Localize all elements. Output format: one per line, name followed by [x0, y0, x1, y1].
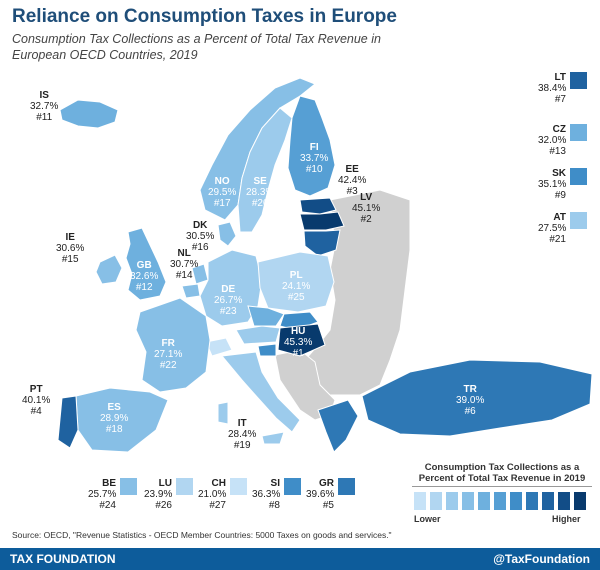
label-gb: GB 32.6% #12 — [130, 260, 159, 293]
label-pl: PL 24.1% #25 — [282, 270, 311, 303]
country-dk — [217, 221, 237, 247]
label-fi: FI 33.7% #10 — [300, 142, 329, 175]
country-ie — [95, 254, 123, 285]
country-cz — [247, 305, 285, 327]
side-label-sk: SK 35.1% #9 — [538, 168, 567, 201]
country-lv — [299, 211, 345, 231]
swatch-at — [570, 212, 587, 229]
non-oecd-east-region — [304, 189, 411, 396]
footer-bar: TAX FOUNDATION @TaxFoundation — [0, 548, 600, 570]
label-fr: FR 27.1% #22 — [154, 338, 183, 371]
bottom-label-be: BE 25.7% #24 — [88, 478, 117, 511]
label-se: SE 28.3% #20 — [246, 176, 275, 209]
label-dk: DK 30.5% #16 — [186, 220, 215, 253]
side-label-lt: LT 38.4% #7 — [538, 72, 567, 105]
legend-low-label: Lower — [414, 514, 441, 524]
country-hu — [277, 323, 326, 357]
swatch-si — [284, 478, 301, 495]
map-subtitle: Consumption Tax Collections as a Percent… — [12, 32, 381, 62]
label-no: NO 29.5% #17 — [208, 176, 237, 209]
legend-swatch — [478, 492, 490, 510]
side-label-at: AT 27.5% #21 — [538, 212, 567, 245]
legend-swatch — [510, 492, 522, 510]
label-is: IS 32.7% #11 — [30, 90, 59, 123]
swatch-lu — [176, 478, 193, 495]
label-nl: NL 30.7% #14 — [170, 248, 199, 281]
legend-swatch — [574, 492, 586, 510]
label-ee: EE 42.4% #3 — [338, 164, 367, 197]
label-tr: TR 39.0% #6 — [456, 384, 485, 417]
swatch-be — [120, 478, 137, 495]
country-si — [257, 343, 277, 357]
legend-swatch — [558, 492, 570, 510]
country-se — [237, 107, 293, 233]
label-it: IT 28.4% #19 — [228, 418, 257, 451]
footer-handle: @TaxFoundation — [493, 552, 590, 566]
footer-brand: TAX FOUNDATION — [10, 552, 116, 566]
side-label-cz: CZ 32.0% #13 — [538, 124, 567, 157]
source-note: Source: OECD, "Revenue Statistics - OECD… — [12, 530, 392, 540]
country-is — [59, 99, 119, 129]
country-gb — [125, 227, 167, 301]
label-de: DE 26.7% #23 — [214, 284, 243, 317]
bottom-label-lu: LU 23.9% #26 — [144, 478, 173, 511]
country-pt — [57, 395, 79, 449]
country-ch — [205, 337, 233, 357]
label-hu: HU 45.3% #1 — [284, 326, 313, 359]
legend-swatch — [430, 492, 442, 510]
legend-color-scale — [414, 492, 590, 510]
legend-swatch — [414, 492, 426, 510]
swatch-ch — [230, 478, 247, 495]
label-ie: IE 30.6% #15 — [56, 232, 85, 265]
country-at — [235, 325, 281, 345]
country-it — [221, 351, 301, 433]
country-it-sicily — [261, 431, 285, 445]
label-lv: LV 45.1% #2 — [352, 192, 381, 225]
label-es: ES 28.9% #18 — [100, 402, 129, 435]
swatch-cz — [570, 124, 587, 141]
label-pt: PT 40.1% #4 — [22, 384, 51, 417]
legend-high-label: Higher — [552, 514, 581, 524]
country-be — [181, 283, 201, 299]
legend-swatch — [462, 492, 474, 510]
legend-divider — [412, 486, 592, 487]
country-tr — [361, 359, 593, 437]
legend-swatch — [494, 492, 506, 510]
country-de — [199, 249, 263, 327]
country-es — [75, 387, 169, 453]
country-fi — [287, 95, 336, 197]
bottom-label-si: SI 36.3% #8 — [252, 478, 281, 511]
country-ee — [299, 197, 337, 215]
legend-swatch — [446, 492, 458, 510]
country-pl — [257, 251, 335, 313]
swatch-lt — [570, 72, 587, 89]
swatch-gr — [338, 478, 355, 495]
map-title: Reliance on Consumption Taxes in Europe — [12, 6, 397, 27]
bottom-label-ch: CH 21.0% #27 — [198, 478, 227, 511]
country-lt — [303, 229, 341, 257]
legend-swatch — [526, 492, 538, 510]
country-gr — [317, 399, 359, 453]
country-it-sardinia — [217, 401, 229, 425]
country-fr — [135, 297, 211, 393]
bottom-label-gr: GR 39.6% #5 — [306, 478, 335, 511]
swatch-sk — [570, 168, 587, 185]
legend-swatch — [542, 492, 554, 510]
legend-title: Consumption Tax Collections as a Percent… — [418, 462, 586, 484]
